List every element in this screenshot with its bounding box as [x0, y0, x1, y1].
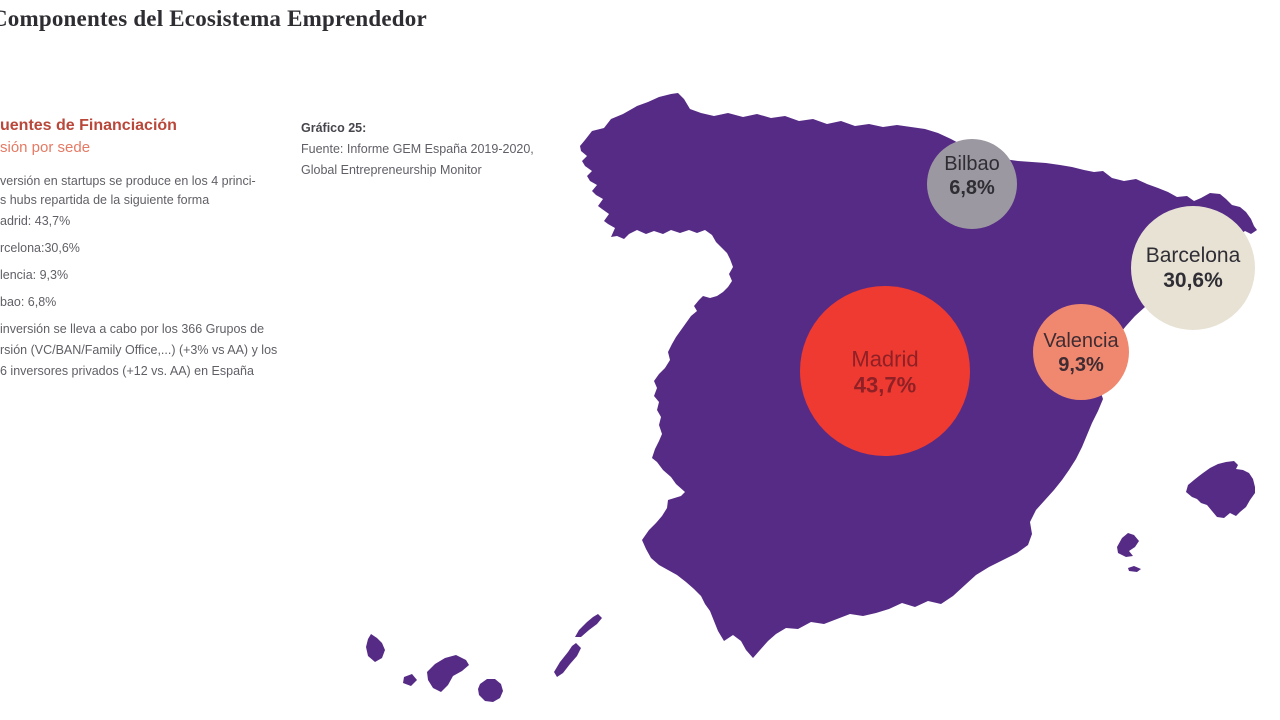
city-value: 6,8%: [949, 177, 995, 199]
list-item-bilbao: bao: 6,8%: [0, 295, 57, 309]
island-lanzarote: [575, 614, 602, 637]
bubble-label-madrid: Madrid 43,7%: [851, 347, 918, 400]
funding-note-line: rsión (VC/BAN/Family Office,...) (+3% vs…: [0, 343, 278, 357]
island-fuerteventura: [554, 643, 581, 677]
bubble-label-bilbao: Bilbao 6,8%: [944, 152, 1000, 200]
city-value: 43,7%: [853, 373, 917, 398]
island-formentera: [1128, 566, 1141, 572]
bubble-valencia: [1033, 304, 1129, 400]
island-la-palma: [366, 634, 385, 662]
funding-intro-line: s hubs repartida de la siguiente forma: [0, 193, 210, 207]
bubble-bilbao: [927, 139, 1017, 229]
island-gran-canaria: [478, 679, 503, 702]
bubble-label-barcelona: Barcelona 30,6%: [1146, 243, 1241, 293]
city-name: Valencia: [1043, 330, 1119, 352]
island-el-hierro: [403, 674, 417, 686]
bubble-madrid: [800, 286, 970, 456]
page-title: Componentes del Ecosistema Emprendedor: [0, 6, 427, 31]
funding-intro-line: versión en startups se produce en los 4 …: [0, 174, 256, 188]
list-item-barcelona: rcelona:30,6%: [0, 241, 80, 255]
funding-heading: uentes de Financiación: [0, 117, 177, 134]
figure-caption: Gráfico 25: Fuente: Informe GEM España 2…: [301, 118, 581, 181]
figure-label: Gráfico 25:: [301, 121, 367, 135]
city-name: Madrid: [851, 346, 919, 372]
list-item-madrid: adrid: 43,7%: [0, 214, 71, 228]
bubble-barcelona: [1131, 206, 1255, 330]
city-name: Bilbao: [944, 153, 1000, 175]
funding-subheading: sión por sede: [0, 139, 91, 156]
list-item-valencia: lencia: 9,3%: [0, 268, 69, 282]
figure-source-line: Fuente: Informe GEM España 2019-2020,: [301, 142, 534, 156]
funding-note-line: inversión se lleva a cabo por los 366 Gr…: [0, 322, 265, 336]
city-value: 9,3%: [1058, 354, 1104, 376]
figure-source-line: Global Entrepreneurship Monitor: [301, 163, 482, 177]
city-value: 30,6%: [1163, 269, 1223, 292]
funding-intro: versión en startups se produce en los 4 …: [0, 172, 320, 210]
funding-note-line: 6 inversores privados (+12 vs. AA) en Es…: [0, 364, 254, 378]
island-ibiza: [1117, 533, 1139, 557]
city-name: Barcelona: [1145, 243, 1241, 267]
island-mallorca: [1186, 461, 1255, 518]
bubble-label-valencia: Valencia 9,3%: [1043, 329, 1118, 377]
island-tenerife: [427, 655, 469, 692]
funding-note: inversión se lleva a cabo por los 366 Gr…: [0, 319, 320, 382]
